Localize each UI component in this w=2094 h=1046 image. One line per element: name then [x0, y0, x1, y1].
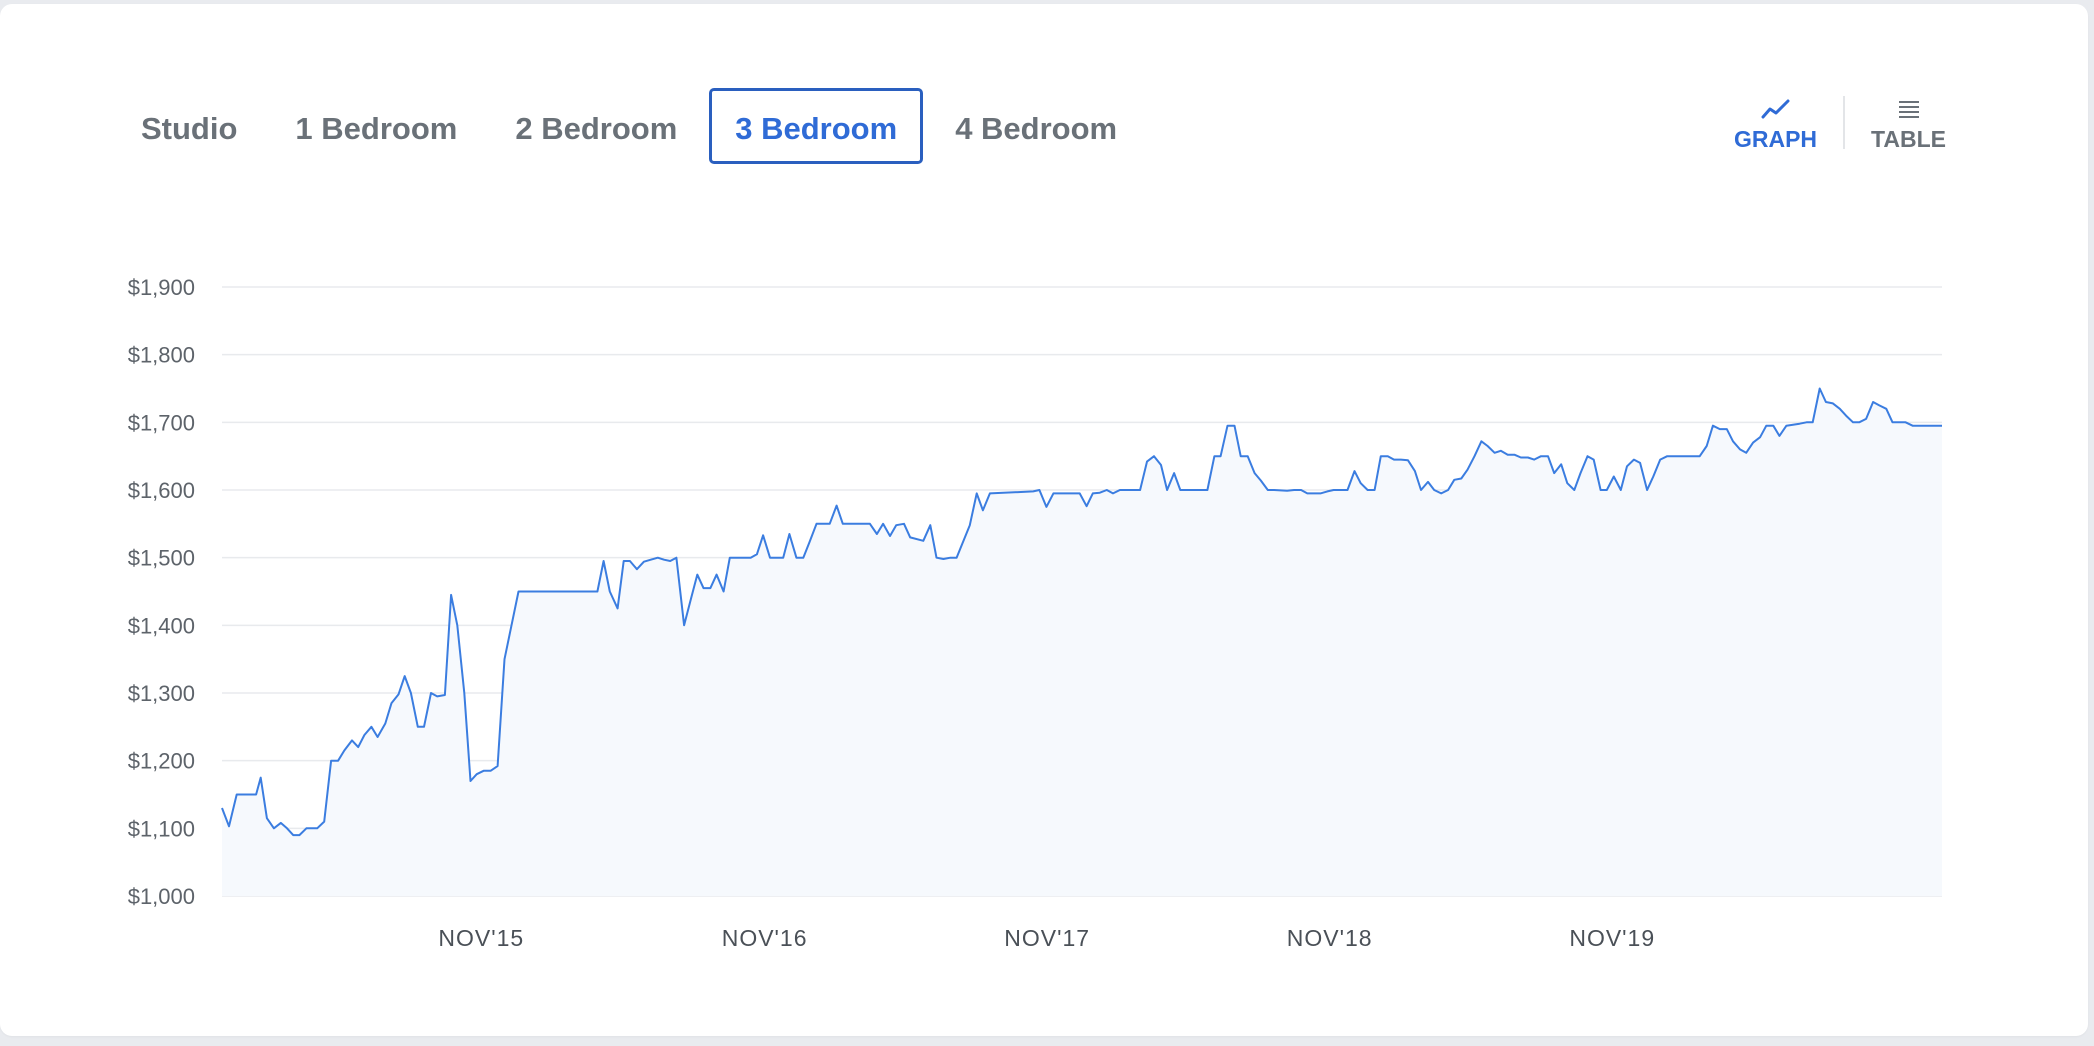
y-tick-label: $1,100 [128, 816, 195, 841]
tab-studio[interactable]: Studio [141, 111, 238, 146]
y-tick-label: $1,000 [128, 884, 195, 909]
x-tick-label: NOV'19 [1569, 925, 1655, 951]
rent-price-chart: $1,000 $1,100 $1,200 $1,300 $1,400 $1,500 $1,6… [128, 275, 1942, 951]
x-tick-label: NOV'18 [1287, 925, 1373, 951]
table-view-button[interactable]: TABLE [1845, 92, 1972, 153]
view-divider [1843, 96, 1846, 149]
y-tick-label: $1,800 [128, 343, 195, 368]
tab-1-bedroom[interactable]: 1 Bedroom [295, 111, 458, 146]
graph-view-button[interactable]: GRAPH [1708, 92, 1843, 153]
bedroom-tabs: Studio 1 Bedroom 2 Bedroom 3 Bedroom 4 B… [115, 88, 1149, 164]
price-area [222, 388, 1942, 896]
y-tick-label: $1,200 [128, 749, 195, 774]
list-icon [1897, 92, 1921, 126]
x-axis: NOV'15 NOV'16 NOV'17 NOV'18 NOV'19 [438, 925, 1655, 951]
y-tick-label: $1,500 [128, 546, 195, 571]
x-tick-label: NOV'15 [438, 925, 524, 951]
x-tick-label: NOV'17 [1004, 925, 1090, 951]
table-view-label: TABLE [1871, 126, 1946, 152]
y-tick-label: $1,300 [128, 681, 195, 706]
y-tick-label: $1,900 [128, 275, 195, 300]
y-axis: $1,000 $1,100 $1,200 $1,300 $1,400 $1,500 $1,6… [128, 275, 195, 909]
line-chart-icon [1761, 92, 1791, 126]
tab-3-bedroom[interactable]: 3 Bedroom [709, 88, 924, 164]
x-tick-label: NOV'16 [722, 925, 808, 951]
price-line [221, 387, 1942, 837]
rent-history-card: Studio 1 Bedroom 2 Bedroom 3 Bedroom 4 B… [0, 4, 2088, 1036]
view-toggle: GRAPH TABLE [1708, 92, 1972, 153]
tab-2-bedroom[interactable]: 2 Bedroom [515, 111, 678, 146]
y-tick-label: $1,700 [128, 410, 195, 435]
graph-view-label: GRAPH [1733, 126, 1818, 152]
y-tick-label: $1,400 [128, 613, 195, 638]
y-tick-label: $1,600 [128, 478, 195, 503]
tab-4-bedroom[interactable]: 4 Bedroom [955, 111, 1118, 146]
